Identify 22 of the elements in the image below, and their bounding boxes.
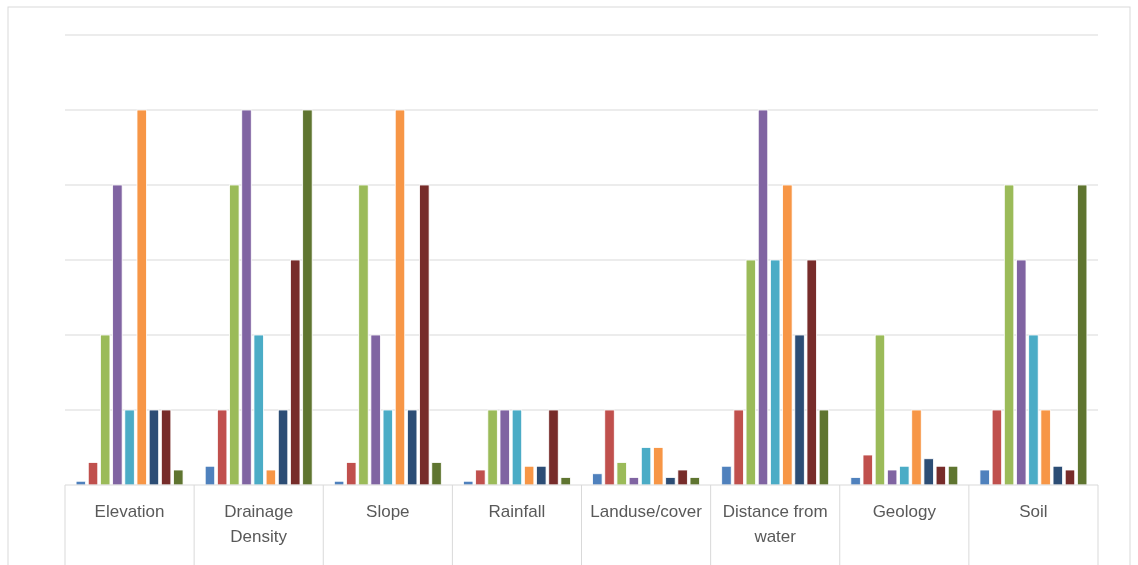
- bar: [947, 465, 959, 486]
- bar: [148, 409, 160, 486]
- bar: [511, 409, 523, 486]
- bar: [277, 409, 289, 486]
- bar: [640, 447, 652, 486]
- x-tick-label: Landuse/cover: [590, 502, 703, 521]
- x-tick-label: Drainage Density: [224, 502, 294, 546]
- bar: [757, 109, 769, 486]
- bar: [1064, 469, 1076, 486]
- bar: [1003, 184, 1015, 486]
- x-tick-label: Rainfall: [488, 502, 546, 521]
- bar: [818, 409, 830, 486]
- bar: [204, 465, 216, 486]
- x-tick-label: Distance from water: [722, 502, 828, 546]
- x-tick-label: Slope: [366, 502, 410, 521]
- bar: [1077, 184, 1088, 486]
- x-tick-label: Soil: [1019, 502, 1048, 521]
- x-tick-label: Elevation: [94, 502, 165, 521]
- bar: [874, 334, 886, 486]
- bar: [87, 462, 99, 486]
- x-tick-label: Geology: [872, 502, 937, 521]
- bar: [394, 109, 406, 486]
